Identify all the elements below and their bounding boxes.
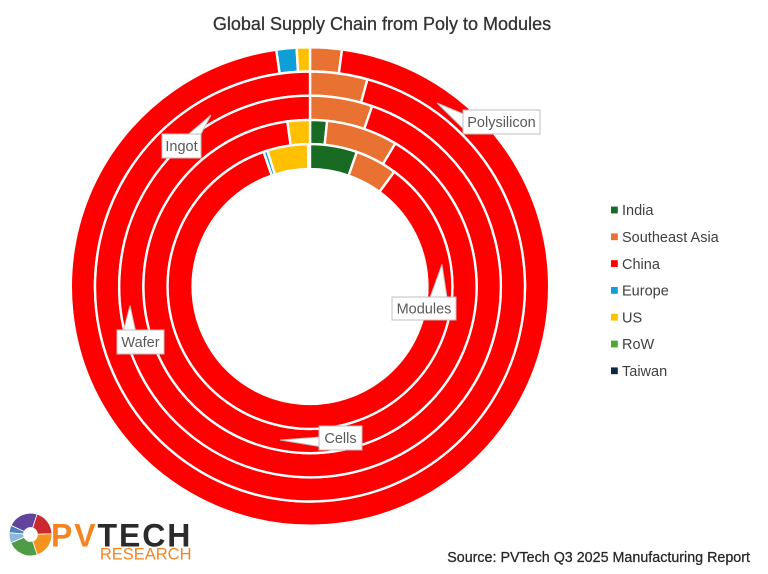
svg-text:Ingot: Ingot <box>165 139 197 155</box>
svg-text:Global Supply Chain from Poly: Global Supply Chain from Poly to Modules <box>213 14 551 34</box>
svg-text:India: India <box>622 203 654 219</box>
svg-text:Polysilicon: Polysilicon <box>467 115 536 131</box>
svg-text:Source: PVTech Q3 2025 Manufac: Source: PVTech Q3 2025 Manufacturing Rep… <box>447 550 750 566</box>
svg-text:Cells: Cells <box>324 431 356 447</box>
svg-text:Modules: Modules <box>397 302 452 318</box>
svg-text:Taiwan: Taiwan <box>622 364 667 380</box>
svg-text:RoW: RoW <box>622 337 655 353</box>
svg-text:Southeast Asia: Southeast Asia <box>622 230 720 246</box>
svg-text:PVTECH: PVTECH <box>51 518 192 554</box>
svg-text:RESEARCH: RESEARCH <box>100 546 192 564</box>
svg-text:Europe: Europe <box>622 284 669 300</box>
svg-text:China: China <box>622 257 661 273</box>
svg-text:Wafer: Wafer <box>121 335 159 351</box>
svg-text:US: US <box>622 310 642 326</box>
